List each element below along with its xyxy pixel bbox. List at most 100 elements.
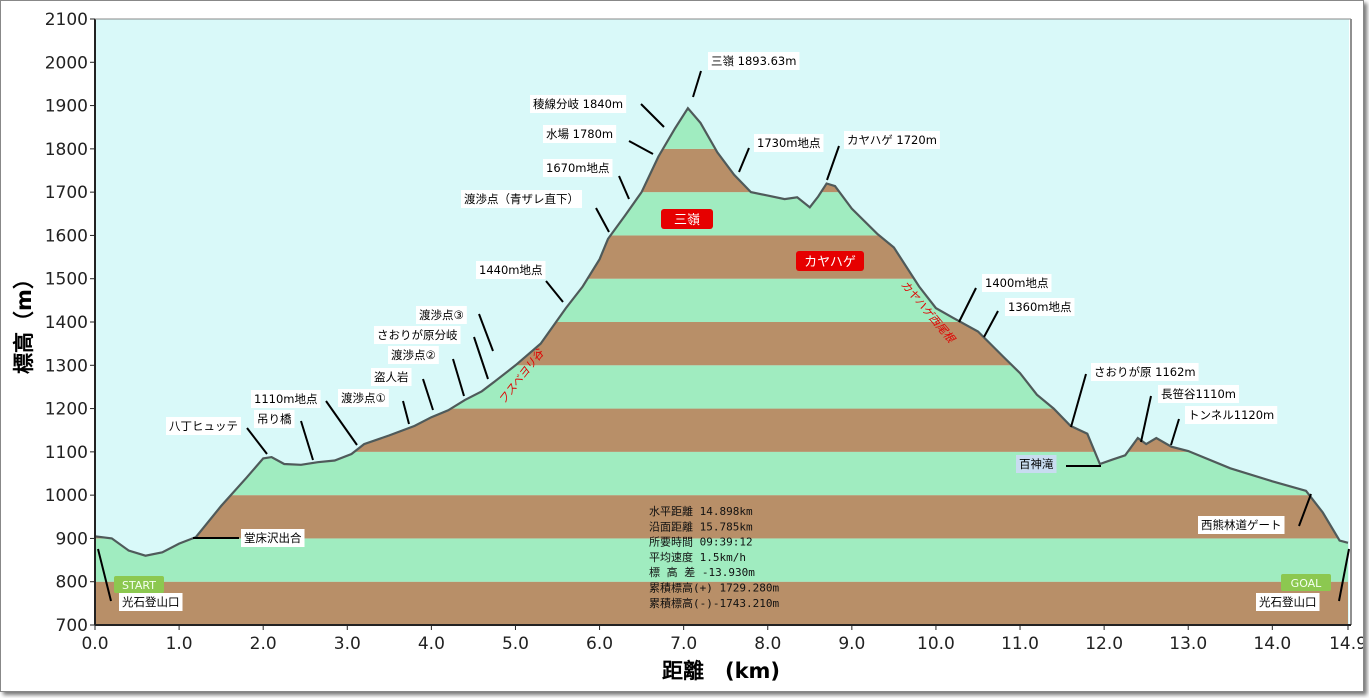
waypoint-label: 渡渉点③ <box>419 308 464 322</box>
waypoint-label-bg <box>119 593 183 611</box>
y-tick-label: 1100 <box>45 443 88 463</box>
waypoint-label: 堂床沢出合 <box>244 531 302 545</box>
waypoint-leader-line <box>640 103 665 128</box>
y-axis-label: 標高（m） <box>12 268 36 374</box>
waypoint-label: トンネル1120m <box>1188 408 1274 422</box>
start-badge-text: START <box>122 579 156 592</box>
waypoint-label: 八丁ヒュッテ <box>169 419 238 433</box>
x-tick-label: 2.0 <box>250 634 277 654</box>
waypoint-label: 稜線分岐 1840m <box>533 97 623 111</box>
axes: 700 800 900 1000 1100 1200 1300 1400 1500 1600 170… <box>45 10 1367 654</box>
peak-label-bg <box>796 251 864 271</box>
waypoint-label-bg <box>241 529 305 547</box>
y-tick-label: 1300 <box>45 356 88 376</box>
waypoint-leader-line <box>478 313 494 352</box>
waypoint-label: 長笹谷1110m <box>1161 387 1236 401</box>
waypoint-label-bg <box>416 306 467 324</box>
waypoint-label-bg <box>338 389 389 407</box>
waypoint-label-bg <box>1016 455 1057 473</box>
y-tick-label: 800 <box>56 573 88 593</box>
y-tick-label: 1400 <box>45 313 88 333</box>
waypoint-leader-line <box>97 548 112 602</box>
peak-label-bg <box>661 209 713 229</box>
y-tick-label: 1200 <box>45 400 88 420</box>
waypoint-leader-line <box>1170 418 1180 446</box>
stat-line: 所要時間 09:39:12 <box>649 536 753 549</box>
waypoint-leader-line <box>958 287 977 323</box>
x-tick-label: 1.0 <box>166 634 193 654</box>
waypoint-label-bg <box>166 417 241 435</box>
start-badge <box>114 576 164 593</box>
stat-line: 水平距離 14.898km <box>649 504 753 518</box>
waypoint-label: 百神滝 <box>1019 457 1054 471</box>
waypoint-label-bg <box>543 125 617 143</box>
waypoint-label-bg <box>476 261 546 279</box>
waypoint-label-bg <box>254 410 295 428</box>
peak-label: 三嶺 <box>674 213 700 228</box>
waypoint-label-bg <box>371 368 412 386</box>
waypoint-label: 1360m地点 <box>1008 300 1071 314</box>
waypoint-leader-line <box>738 147 750 173</box>
waypoint-label-bg <box>844 131 940 149</box>
y-tick-label: 2100 <box>45 10 88 30</box>
stat-line: 沿面距離 15.785km <box>649 519 753 533</box>
x-tick-label: 3.0 <box>334 634 361 654</box>
waypoint-label: 西熊林道ゲート <box>1201 518 1282 532</box>
waypoint-label: さおりが原 1162m <box>1094 365 1196 379</box>
x-tick-label: 12.0 <box>1085 634 1123 654</box>
waypoint-leader-line <box>246 427 268 455</box>
waypoint-label-bg <box>1091 363 1199 381</box>
x-axis-label: 距離 (km) <box>662 659 780 683</box>
waypoint-label: 渡渉点② <box>391 348 436 362</box>
waypoint-leader-line <box>422 378 434 411</box>
waypoint-leader-line <box>300 420 314 461</box>
stat-line: 累積標高(-)-1743.210m <box>649 596 779 610</box>
x-tick-label: 10.0 <box>917 634 955 654</box>
y-tick-label: 2000 <box>45 53 88 73</box>
goal-badge <box>1281 574 1331 591</box>
profile-line <box>94 106 1349 557</box>
waypoint-leader-line <box>1140 395 1152 443</box>
waypoint-label: 三嶺 1893.63m <box>711 54 796 68</box>
waypoint-label: さおりが原分岐 <box>377 328 458 342</box>
waypoint-leader-line <box>1070 373 1087 428</box>
waypoint-label: 1440m地点 <box>479 263 542 277</box>
waypoint-leader-line <box>628 140 654 155</box>
y-tick-label: 1700 <box>45 183 88 203</box>
waypoint-label-bg <box>708 52 800 70</box>
waypoint-label: 渡渉点① <box>341 391 386 405</box>
x-tick-label: 0.0 <box>81 634 108 654</box>
waypoint-label-bg <box>1256 593 1320 611</box>
x-tick-label: 6.0 <box>586 634 613 654</box>
y-tick-label: 900 <box>56 529 88 549</box>
waypoint-label-bg <box>374 326 461 344</box>
x-tick-label: 11.0 <box>1001 634 1039 654</box>
waypoint-label: 1400m地点 <box>985 276 1048 290</box>
waypoint-leader-line <box>983 310 999 338</box>
waypoint-label-bg <box>1158 385 1239 403</box>
waypoint-label-bg <box>461 190 582 208</box>
x-tick-label: 8.0 <box>754 634 781 654</box>
waypoint-label-bg <box>543 159 613 177</box>
x-tick-label: 14.9 <box>1329 634 1363 654</box>
y-tick-label: 1600 <box>45 226 88 246</box>
waypoint-label: 吊り橋 <box>257 412 292 426</box>
waypoint-leader-line <box>473 336 489 380</box>
peak-label: カヤハゲ <box>804 255 856 270</box>
x-tick-label: 14.0 <box>1253 634 1291 654</box>
waypoint-leader-line <box>1338 548 1350 602</box>
waypoint-label: 1110m地点 <box>254 392 317 406</box>
x-tick-label: 13.0 <box>1169 634 1207 654</box>
waypoint-leader-line <box>402 400 410 425</box>
y-tick-label: 1000 <box>45 486 88 506</box>
waypoint-label: カヤハゲ 1720m <box>847 133 937 147</box>
waypoint-leader-line <box>545 280 564 303</box>
waypoint-leader-line <box>452 358 465 397</box>
waypoint-label: 1670m地点 <box>546 161 609 175</box>
x-tick-label: 5.0 <box>502 634 529 654</box>
stat-line: 累積標高(+) 1729.280m <box>649 581 779 595</box>
waypoint-label-bg <box>982 274 1052 292</box>
